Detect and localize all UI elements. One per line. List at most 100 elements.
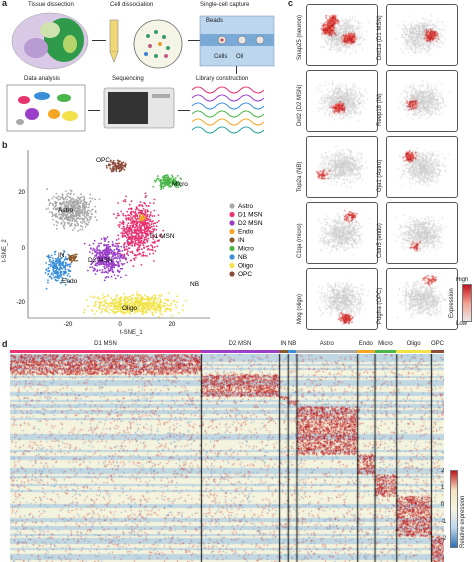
cluster-label: OPC xyxy=(96,157,110,164)
feature-plot-gene-label: Top2a (NB) xyxy=(297,161,303,192)
relative-expression-title: Relative expression xyxy=(460,495,466,548)
tsne-cluster-nb xyxy=(44,249,72,290)
sequencer-icon xyxy=(103,87,175,129)
cluster-label: NB xyxy=(190,281,199,288)
x-tick-label: 20 xyxy=(169,322,176,328)
legend-label: IN xyxy=(238,237,245,244)
cluster-label: Astro xyxy=(58,207,74,214)
group-color-bar xyxy=(200,350,280,353)
arrow xyxy=(88,110,100,111)
feature-plot-gene-label: C1qa (micro) xyxy=(297,223,303,258)
group-color-bar xyxy=(296,350,358,353)
legend-label: D2 MSN xyxy=(238,220,263,227)
cluster-label: Oligo xyxy=(122,305,138,312)
colorbar-high-label: High xyxy=(456,277,469,283)
tsne-cluster-opc xyxy=(105,159,127,173)
feature-plot-gene-label: Snap25 (neuron) xyxy=(297,14,303,60)
group-label: Oligo xyxy=(406,341,421,347)
group-color-bar xyxy=(279,350,288,353)
brain-section-icon xyxy=(11,12,89,70)
feature-plot-tile xyxy=(306,70,378,132)
panel-letter-c: c xyxy=(288,0,294,8)
arrow xyxy=(236,66,237,74)
y-tick-label: 20 xyxy=(18,190,25,196)
feature-plot-tile xyxy=(386,136,458,198)
legend-label: NB xyxy=(238,254,247,261)
feature-plot-gene-label: Drd2 (D2 MSN) xyxy=(297,84,303,126)
label-beads: Beads xyxy=(206,18,224,24)
arrow xyxy=(92,40,106,41)
y-tick-label: 0 xyxy=(22,246,26,252)
group-color-bar xyxy=(374,350,397,353)
label-data-analysis: Data analysis xyxy=(24,76,61,82)
feature-plot-gene-label: Drd1a (D1 MSN) xyxy=(377,15,383,60)
feature-plot-gene-label: Cldn5 (endo) xyxy=(377,223,383,258)
legend-swatch xyxy=(229,271,235,277)
legend-swatch xyxy=(229,211,235,218)
panel-letter-a: a xyxy=(2,0,8,8)
colorbar-tick-label: -1 xyxy=(441,519,447,525)
label-library-construction: Library construction xyxy=(196,76,249,82)
label-sequencing: Sequencing xyxy=(112,76,144,82)
feature-plot-tile xyxy=(386,268,458,330)
colorbar-tick-label: 0 xyxy=(441,502,445,508)
legend-label: Astro xyxy=(238,203,254,210)
legend-label: Endo xyxy=(238,229,254,236)
cluster-label: D2 MSN xyxy=(88,257,113,264)
dissociation-icon xyxy=(109,19,183,69)
legend-label: D1 MSN xyxy=(238,212,263,219)
label-tissue-dissection: Tissue dissection xyxy=(28,2,74,8)
microfluidic-chip-icon xyxy=(199,15,275,67)
legend-swatch xyxy=(229,237,235,243)
colorbar-tick-label: 2 xyxy=(441,468,445,474)
colorbar-title: Expression xyxy=(449,288,455,318)
label-cells: Cells xyxy=(214,54,228,60)
colorbar-tick-label: 1 xyxy=(441,485,445,491)
legend-label: OPC xyxy=(238,271,252,278)
legend-label: Micro xyxy=(238,246,254,253)
arrow xyxy=(188,40,200,41)
feature-plot-gene-label: Reep18 (IN) xyxy=(377,93,383,126)
heatmap xyxy=(10,354,444,562)
group-color-bar xyxy=(287,350,297,353)
expression-colorbar xyxy=(462,284,472,322)
legend-swatch xyxy=(229,228,235,235)
feature-plot-tile xyxy=(386,202,458,264)
legend-label: Oligo xyxy=(238,263,254,270)
group-label: Astro xyxy=(319,341,334,347)
legend-swatch xyxy=(229,220,235,226)
colorbar-tick-label: -2 xyxy=(441,536,447,542)
tsne-cluster-endo xyxy=(138,213,147,222)
feature-plot-gene-label: Pdgfra (OPC) xyxy=(377,287,383,324)
tsne-cluster-d2-msn xyxy=(83,236,130,282)
feature-plot-tile xyxy=(306,136,378,198)
feature-plot-gene-label: Gja1 (Astro) xyxy=(377,159,383,192)
y-tick-label: -20 xyxy=(16,300,25,306)
x-tick-label: 0 xyxy=(118,322,122,328)
data-analysis-screen-icon xyxy=(6,84,86,132)
feature-plot-tile xyxy=(306,202,378,264)
feature-plot-tile xyxy=(306,4,378,66)
label-cell-dissociation: Cell dissociation xyxy=(110,2,154,8)
tsne-cluster-micro xyxy=(152,174,182,191)
feature-plot-tile xyxy=(386,70,458,132)
group-label: D1 MSN xyxy=(94,341,117,347)
label-single-cell-capture: Single-cell capture xyxy=(200,2,250,8)
group-color-bar xyxy=(357,350,375,353)
y-axis-label: t-SNE_2 xyxy=(2,239,8,262)
panel-letter-d: d xyxy=(2,339,8,349)
feature-plot-tile xyxy=(386,4,458,66)
group-label: OPC xyxy=(430,341,444,347)
legend-swatch xyxy=(229,262,235,269)
cluster-label: D1 MSN xyxy=(150,233,175,240)
group-label: Endo xyxy=(358,341,373,347)
tsne-cluster-oligo xyxy=(83,291,187,318)
group-label: Micro xyxy=(378,341,393,347)
group-color-bar xyxy=(396,350,431,353)
tsne-cluster-d1-msn xyxy=(113,192,165,268)
cluster-label: Endo xyxy=(62,278,78,285)
group-label: NB xyxy=(287,341,297,347)
legend-swatch xyxy=(229,203,235,209)
tsne-cluster-astro xyxy=(45,188,101,232)
